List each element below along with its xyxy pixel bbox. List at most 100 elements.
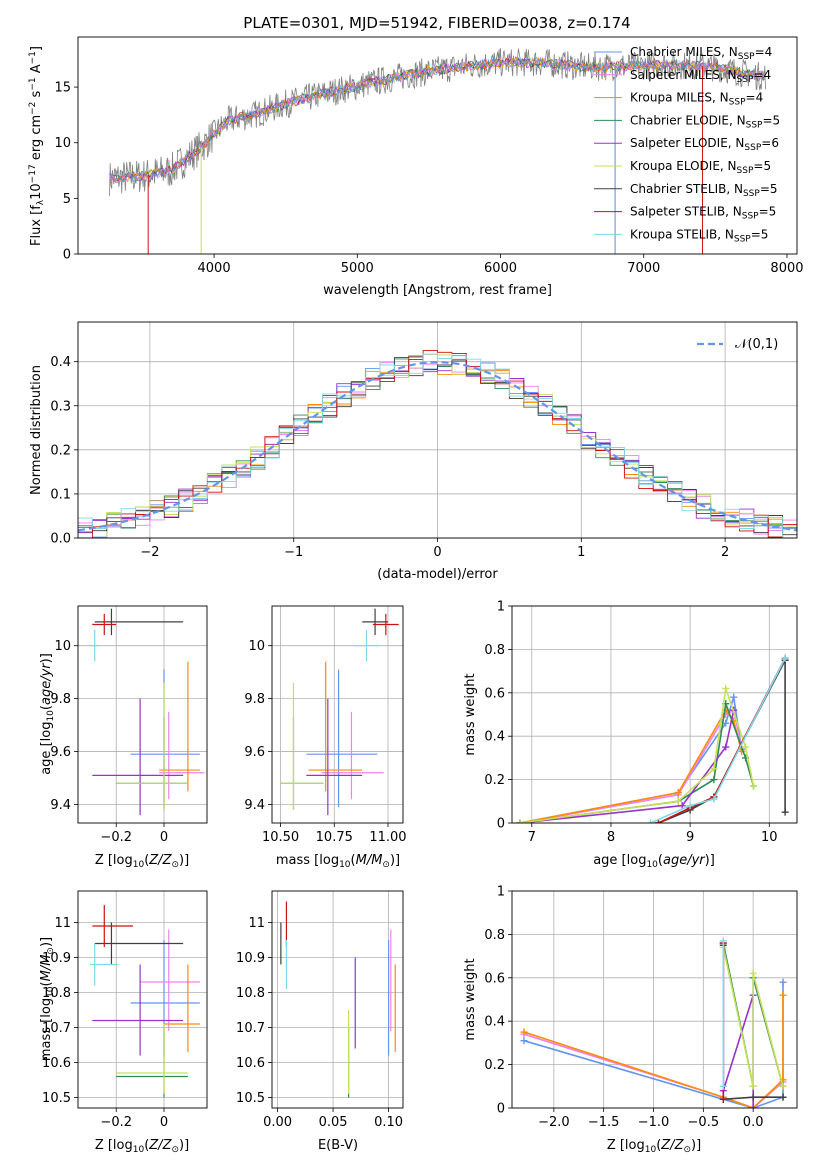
label-part: ( — [39, 981, 54, 986]
x-tick-label: 0.10 — [374, 1115, 403, 1130]
x-axis-label: age [log10(age/yr)] — [593, 853, 715, 870]
label-part: ( — [658, 853, 663, 868]
label-sup: −2 — [28, 102, 38, 115]
label-part: Z [log — [95, 1138, 133, 1153]
x-axis-label: Z [log10(Z/Z⊙)] — [95, 1138, 189, 1155]
data-point-marker — [749, 1093, 757, 1101]
x-tick-label: 5000 — [341, 261, 374, 276]
axes-frame — [511, 890, 798, 1109]
x-tick-label: 8000 — [770, 261, 803, 276]
x-tick-label: −0.2 — [100, 830, 132, 845]
label-part: 10 — [29, 183, 44, 200]
data-point-marker — [654, 819, 662, 823]
y-tick-label: 9.4 — [244, 798, 265, 813]
label-part: ( — [144, 853, 149, 868]
label-sub: λ — [36, 199, 46, 205]
histogram-step — [78, 353, 797, 538]
label-part: 10 — [133, 860, 145, 870]
y-tick-label: 0.8 — [484, 643, 505, 658]
y-tick-label: 15 — [54, 81, 71, 96]
plot-area-spectrum — [109, 48, 766, 254]
y-tick-label: 9.6 — [50, 745, 71, 760]
x-tick-label: 0 — [160, 1115, 168, 1130]
y-tick-label: 0 — [497, 817, 505, 832]
model-spectrum-line — [109, 56, 766, 184]
x-tick-label: 9 — [686, 830, 694, 845]
legend-count: =5 — [753, 159, 771, 173]
data-point-marker — [674, 797, 682, 805]
label-part: ⊙ — [171, 1145, 179, 1155]
data-point-marker — [647, 819, 655, 823]
data-point-marker — [781, 808, 789, 816]
y-tick-label: 9.8 — [244, 692, 265, 707]
x-tick-label: −1.0 — [638, 1115, 670, 1130]
x-tick-label: 10.50 — [262, 830, 299, 845]
x-tick-label: 0.0 — [743, 1115, 764, 1130]
data-point-marker — [520, 1037, 528, 1045]
y-axis-label: age [log10(age/yr)] — [39, 653, 56, 775]
y-tick-label: 10.8 — [42, 986, 71, 1001]
model-spectrum-line — [109, 57, 766, 183]
label-part: erg cm — [29, 115, 44, 164]
y-tick-label: 0.2 — [50, 443, 71, 458]
x-tick-label: 1 — [577, 545, 585, 560]
label-part: ( — [144, 1138, 149, 1153]
data-point-marker — [719, 1095, 727, 1103]
y-tick-label: 0.0 — [50, 532, 71, 547]
y-tick-label: 0.1 — [50, 487, 71, 502]
y-tick-label: 10.7 — [42, 1021, 71, 1036]
label-sup: −1 — [28, 77, 38, 90]
x-tick-label: 10 — [761, 830, 778, 845]
label-part: ] — [29, 46, 44, 51]
y-tick-label: 9.8 — [50, 692, 71, 707]
x-tick-label: −0.5 — [688, 1115, 720, 1130]
y-tick-label: 0.2 — [484, 773, 505, 788]
x-tick-label: 11.00 — [369, 830, 406, 845]
legend-subscript: SSP — [737, 75, 754, 85]
y-tick-label: 9.4 — [50, 798, 71, 813]
x-tick-label: 10.75 — [316, 830, 353, 845]
x-tick-label: −2 — [140, 545, 159, 560]
y-axis-label: mass weight — [463, 673, 478, 755]
y-tick-label: 11 — [248, 916, 265, 931]
x-tick-label: 4000 — [198, 261, 231, 276]
figure-title: PLATE=0301, MJD=51942, FIBERID=0038, z=0… — [243, 14, 630, 32]
legend-subscript: SSP — [738, 52, 755, 62]
legend-subscript: SSP — [743, 189, 760, 199]
plot-area-residuals — [78, 350, 797, 538]
y-tick-label: 0.4 — [484, 730, 505, 745]
label-part: 10 — [133, 1145, 145, 1155]
plot-area-mass_vs_Z — [89, 905, 200, 1098]
normal-curve — [78, 360, 797, 532]
label-part: )] — [179, 1138, 189, 1153]
x-axis-label: Z [log10(Z/Z⊙)] — [607, 1138, 701, 1155]
legend-count: =4 — [746, 91, 764, 105]
histogram-step — [78, 350, 797, 538]
x-tick-label: 7 — [528, 830, 536, 845]
label-part: A — [29, 64, 44, 77]
x-tick-label: 7000 — [627, 261, 660, 276]
data-point-marker — [719, 937, 727, 945]
legend-label: Kroupa STELIB, NSSP=5 — [630, 227, 768, 244]
y-tick-label: 10.6 — [236, 1056, 265, 1071]
label-part: Z/Z — [660, 1138, 684, 1153]
data-point-marker — [749, 969, 757, 977]
label-part: age/yr — [39, 662, 54, 705]
data-point-marker — [710, 795, 718, 803]
x-axis-label: mass [log10(M/M⊙)] — [276, 853, 400, 870]
x-axis-label: (data-model)/error — [377, 567, 498, 582]
label-part: M/M — [356, 853, 383, 868]
y-tick-label: 10.5 — [42, 1091, 71, 1106]
y-tick-label: 11 — [54, 916, 71, 931]
axes-frame — [271, 890, 404, 1109]
data-point-marker — [779, 1082, 787, 1090]
label-part: M/M — [39, 955, 54, 982]
axes-frame — [77, 36, 798, 255]
label-part: )] — [691, 1138, 701, 1153]
label-part: 10 — [645, 1145, 657, 1155]
axes-mass_vs_ebv: 0.00 0.05 0.10 10.5 10.6 10.7 10.8 10.9 11 E(B-V) — [236, 890, 404, 1153]
legend-count: =5 — [751, 227, 769, 241]
label-part: 10 — [646, 860, 658, 870]
